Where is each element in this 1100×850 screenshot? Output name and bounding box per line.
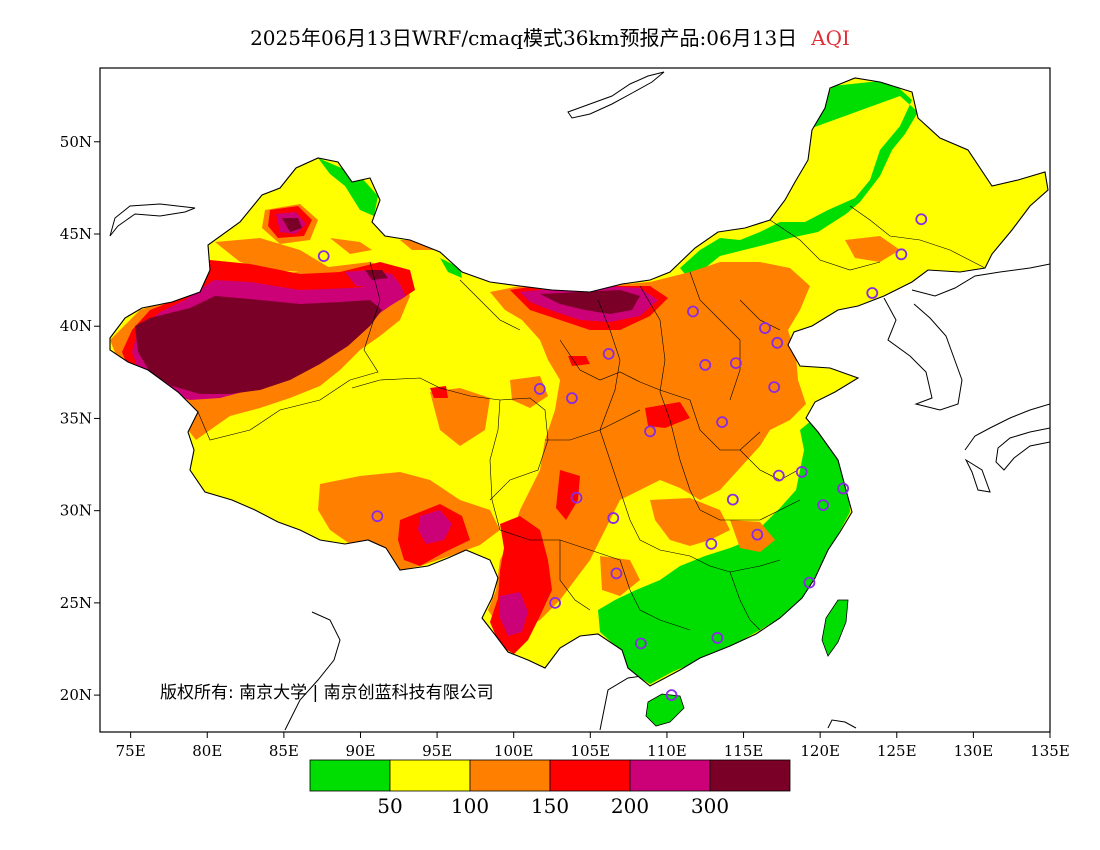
legend-swatch bbox=[549, 759, 631, 792]
city-station-marker bbox=[549, 596, 561, 609]
y-tick-label: 45N bbox=[60, 225, 92, 243]
city-station-marker bbox=[895, 248, 908, 261]
aqi-color-legend: 50 100 150 200 300 bbox=[309, 759, 791, 818]
aqi-field bbox=[110, 80, 918, 684]
y-tick-label: 50N bbox=[60, 133, 92, 151]
map-content: 版权所有: 南京大学 | 南京创蓝科技有限公司 bbox=[109, 71, 1050, 731]
city-station-markers bbox=[317, 213, 928, 702]
city-station-marker bbox=[570, 491, 583, 504]
city-station-marker bbox=[768, 381, 781, 393]
city-station-marker bbox=[711, 632, 724, 644]
city-station-marker bbox=[837, 482, 850, 495]
city-station-marker bbox=[716, 416, 728, 429]
x-tick-label: 125E bbox=[877, 742, 917, 760]
city-station-marker bbox=[699, 359, 712, 371]
legend-label: 100 bbox=[451, 794, 489, 818]
map-title-variable: AQI bbox=[811, 26, 850, 50]
legend-swatch bbox=[469, 759, 551, 792]
x-axis: 75E 80E 85E 90E 95E 100E 105E 110E 115E 120E 125E 1… bbox=[116, 732, 1070, 760]
x-tick-label: 120E bbox=[800, 742, 840, 760]
city-station-marker bbox=[566, 392, 578, 405]
city-station-marker bbox=[602, 347, 615, 360]
city-station-marker bbox=[772, 469, 785, 482]
city-station-marker bbox=[866, 287, 879, 299]
y-axis: 50N 45N 40N 35N 30N 25N 20N bbox=[60, 133, 100, 704]
legend-swatch bbox=[389, 759, 471, 792]
x-tick-label: 90E bbox=[345, 742, 375, 760]
city-station-marker bbox=[610, 567, 623, 580]
legend-label: 50 bbox=[377, 794, 402, 818]
legend-label: 200 bbox=[611, 794, 649, 818]
city-station-marker bbox=[687, 305, 699, 318]
city-station-marker bbox=[533, 383, 546, 395]
y-tick-label: 35N bbox=[60, 409, 92, 427]
city-station-marker bbox=[726, 493, 739, 506]
x-tick-label: 75E bbox=[116, 742, 146, 760]
city-station-marker bbox=[644, 425, 656, 438]
x-tick-label: 80E bbox=[192, 742, 222, 760]
x-tick-label: 85E bbox=[269, 742, 299, 760]
city-station-marker bbox=[607, 512, 620, 524]
legend-label: 300 bbox=[691, 794, 729, 818]
legend-swatch bbox=[309, 759, 391, 792]
city-station-marker bbox=[795, 466, 808, 478]
y-tick-label: 40N bbox=[60, 317, 92, 335]
y-tick-label: 30N bbox=[60, 502, 92, 520]
x-tick-label: 110E bbox=[647, 742, 687, 760]
city-station-marker bbox=[759, 322, 771, 334]
neighbor-coastlines bbox=[109, 71, 1050, 731]
city-station-marker bbox=[317, 250, 330, 263]
y-tick-label: 25N bbox=[60, 594, 92, 612]
x-tick-label: 130E bbox=[954, 742, 994, 760]
x-tick-label: 135E bbox=[1030, 742, 1070, 760]
x-tick-label: 95E bbox=[422, 742, 452, 760]
map-title: 2025年06月13日WRF/cmaq模式36km预报产品:06月13日 AQI bbox=[0, 22, 1100, 51]
city-station-marker bbox=[771, 336, 784, 349]
legend-label: 150 bbox=[531, 794, 569, 818]
city-station-marker bbox=[803, 576, 816, 589]
city-station-marker bbox=[665, 689, 678, 702]
legend-swatch bbox=[709, 759, 791, 792]
city-station-marker bbox=[634, 637, 647, 650]
x-tick-label: 105E bbox=[571, 742, 611, 760]
map-title-main: 2025年06月13日WRF/cmaq模式36km预报产品:06月13日 bbox=[250, 26, 798, 50]
city-station-marker bbox=[817, 499, 830, 512]
legend-swatch bbox=[629, 759, 711, 792]
copyright-text: 版权所有: 南京大学 | 南京创蓝科技有限公司 bbox=[160, 683, 494, 703]
province-boundaries bbox=[197, 205, 986, 631]
y-tick-label: 20N bbox=[60, 686, 92, 704]
city-station-marker bbox=[915, 213, 928, 226]
x-tick-label: 100E bbox=[494, 742, 534, 760]
x-tick-label: 115E bbox=[724, 742, 764, 760]
city-station-marker bbox=[729, 357, 742, 370]
city-station-marker bbox=[751, 528, 764, 541]
city-station-marker bbox=[705, 537, 718, 550]
city-station-marker bbox=[371, 510, 384, 523]
